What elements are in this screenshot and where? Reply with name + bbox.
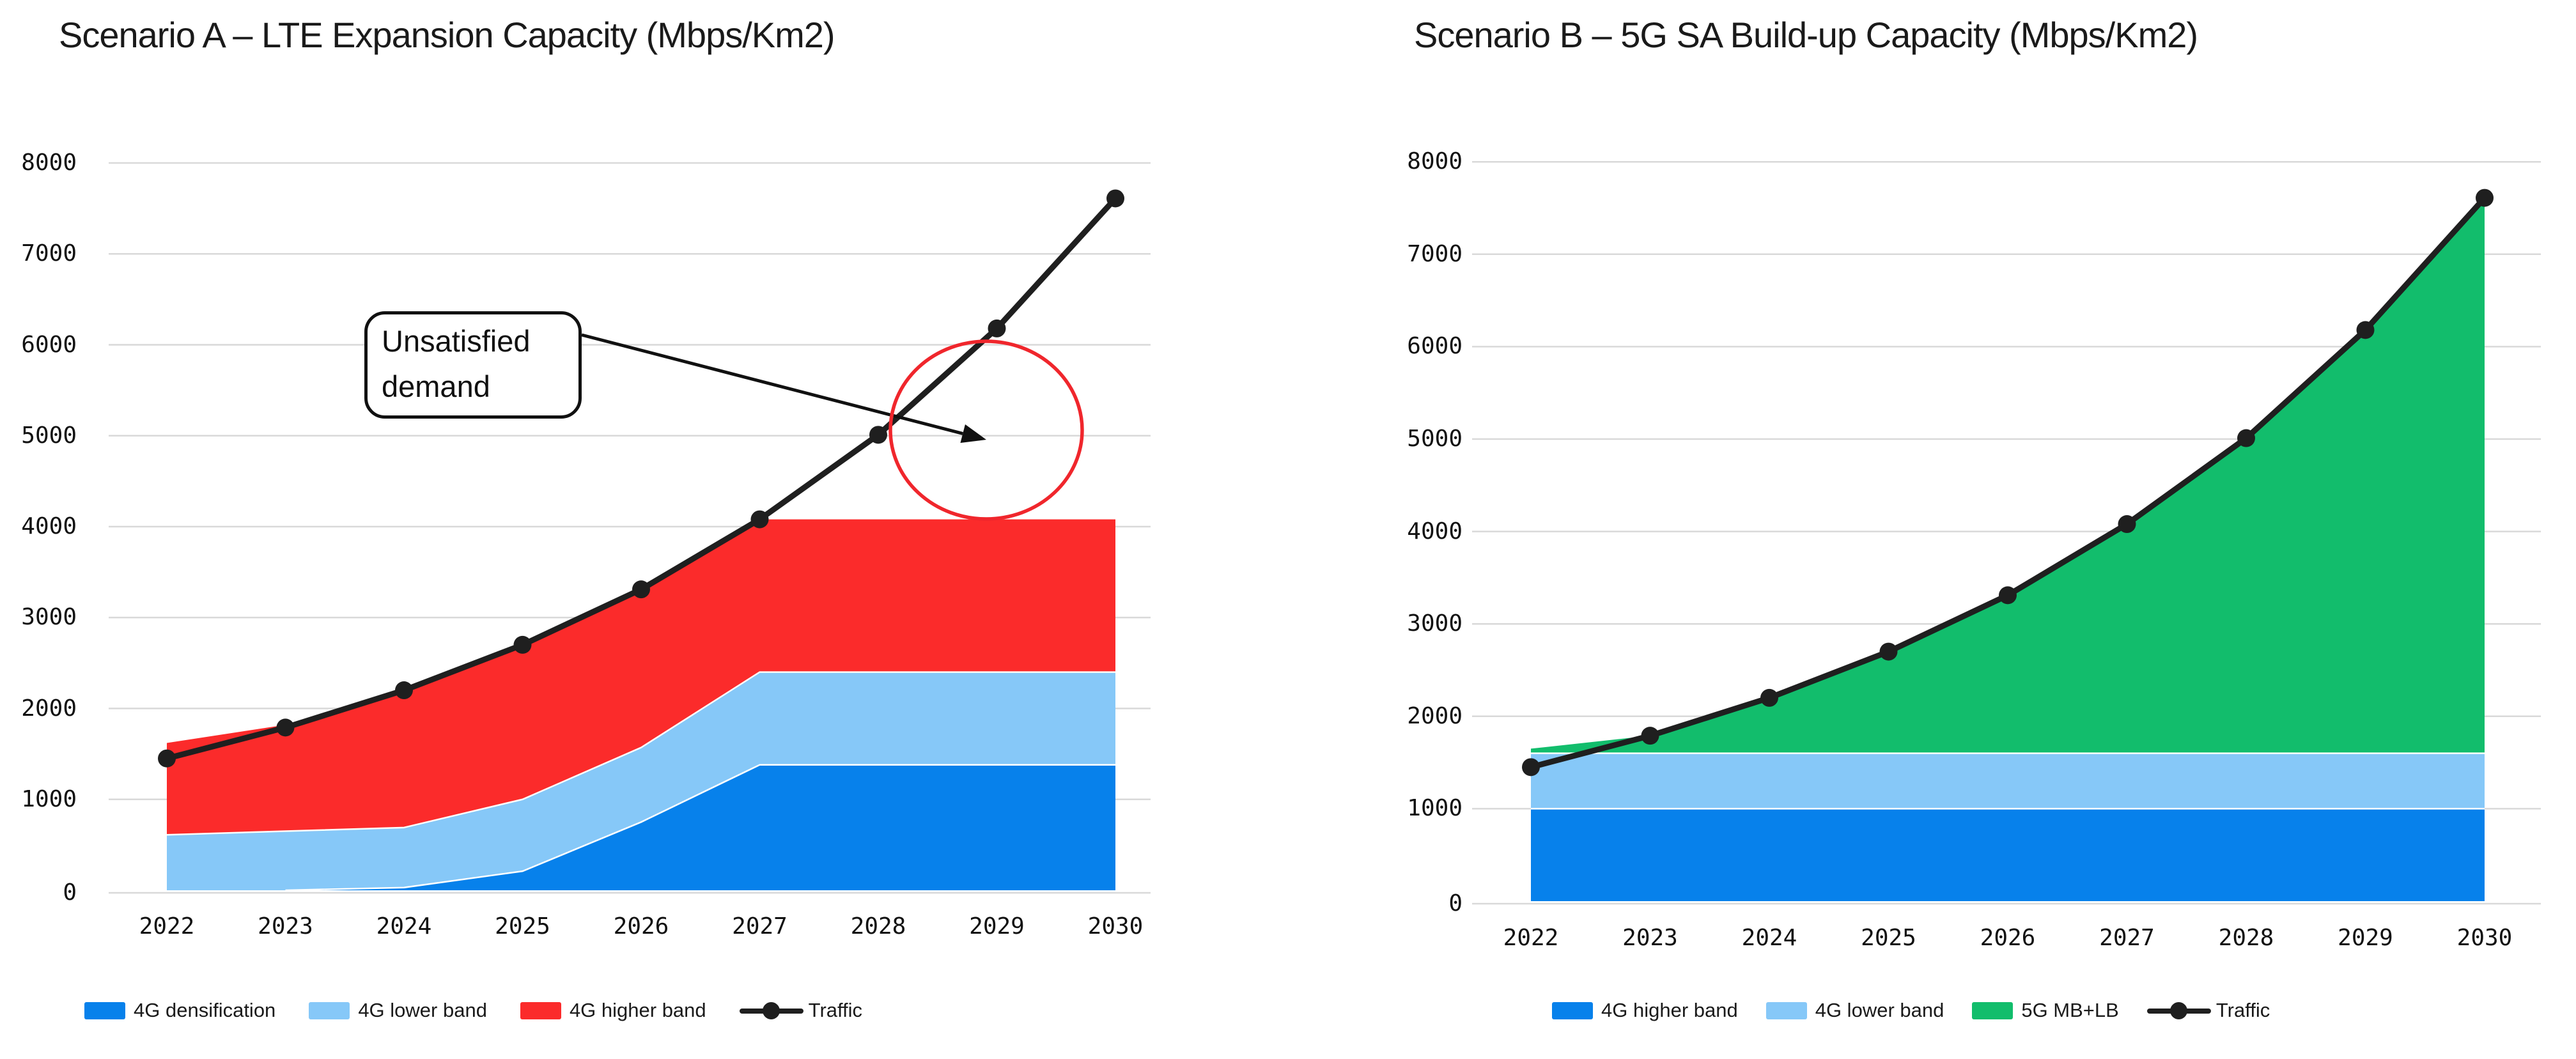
legend-label: 4G lower band (358, 999, 487, 1021)
area-4g-densification (167, 764, 1115, 890)
y-axis-tick-label: 2000 (21, 695, 77, 722)
traffic-point (276, 718, 295, 737)
y-axis-tick-label: 0 (1448, 890, 1463, 916)
traffic-point (1522, 758, 1540, 777)
legend-chip (1972, 1001, 2013, 1019)
traffic-point (632, 580, 650, 599)
y-axis-tick-label: 4000 (1407, 518, 1463, 545)
y-axis-tick-label: 3000 (1407, 610, 1463, 637)
legend-chip (520, 1001, 561, 1019)
traffic-point (158, 749, 176, 768)
x-axis-tick-label: 2024 (376, 913, 432, 939)
annotation-label: Unsatisfied demand (382, 324, 531, 403)
x-axis-tick-label: 2022 (139, 913, 195, 939)
x-axis-tick-label: 2025 (495, 913, 550, 939)
area-5g-mb-lb (1531, 197, 2485, 901)
legend-label: 5G MB+LB (2021, 999, 2119, 1021)
legend-item: 4G densification (84, 999, 275, 1022)
traffic-point (2237, 429, 2255, 447)
legend-label: Traffic (808, 999, 863, 1021)
x-axis-tick-label: 2026 (613, 913, 669, 939)
y-axis-tick-label: 5000 (1407, 426, 1463, 452)
y-axis-tick-label: 6000 (21, 331, 77, 358)
traffic-point (2476, 189, 2494, 207)
legend-label: 4G densification (134, 999, 276, 1021)
traffic-point (1999, 586, 2017, 605)
legend-item: 4G lower band (309, 999, 487, 1022)
traffic-point (1879, 642, 1898, 661)
legend-traffic-marker (739, 1001, 803, 1019)
x-axis-tick-label: 2026 (1980, 925, 2036, 951)
traffic-point (869, 426, 887, 444)
traffic-point (2356, 321, 2375, 339)
legend-traffic-dot (762, 1001, 780, 1019)
x-axis-tick-label: 2024 (1741, 925, 1797, 951)
x-axis-tick-label: 2023 (1622, 925, 1678, 951)
x-axis-tick-label: 2025 (1861, 925, 1916, 951)
legend-label: 4G higher band (569, 999, 706, 1021)
y-axis-tick-label: 8000 (1407, 148, 1463, 175)
traffic-point (1106, 189, 1124, 208)
x-axis-tick-label: 2030 (2456, 925, 2513, 951)
traffic-point (988, 319, 1006, 337)
x-axis-tick-label: 2027 (732, 913, 788, 939)
legend-item: Traffic (739, 999, 863, 1022)
x-axis-tick-label: 2027 (2099, 925, 2155, 951)
y-axis-tick-label: 7000 (1407, 240, 1463, 267)
y-axis-tick-label: 5000 (21, 422, 77, 449)
x-axis-tick-label: 2028 (2218, 925, 2274, 951)
chart-a-legend: 4G densification 4G lower band 4G higher b… (84, 999, 896, 1022)
x-axis-tick-label: 2029 (969, 913, 1025, 939)
y-axis-tick-label: 0 (63, 879, 77, 906)
annotation-circle (888, 339, 1084, 521)
y-axis-tick-label: 1000 (21, 785, 77, 812)
y-axis-tick-label: 3000 (21, 604, 77, 631)
legend-label: 4G lower band (1815, 999, 1944, 1021)
area-boundary (285, 764, 1115, 892)
area-4g-higher-band (1531, 808, 2485, 901)
legend-item: 5G MB+LB (1972, 999, 2119, 1022)
y-axis-tick-label: 2000 (1407, 702, 1463, 729)
traffic-point (750, 510, 769, 529)
chart-b-legend: 4G higher band 4G lower band 5G MB+LB Traff… (1552, 999, 2298, 1022)
legend-item: 4G higher band (520, 999, 706, 1022)
x-axis-tick-label: 2023 (258, 913, 313, 939)
legend-label: 4G higher band (1601, 999, 1738, 1021)
legend-chip (309, 1001, 350, 1019)
area-boundary (166, 671, 1115, 836)
annotation-arrow (581, 333, 963, 435)
y-axis-tick-label: 7000 (21, 240, 77, 267)
legend-traffic-marker (2146, 1001, 2211, 1019)
y-axis-tick-label: 8000 (21, 150, 77, 176)
legend-chip (1765, 1001, 1807, 1019)
chart-a-title: Scenario A – LTE Expansion Capacity (Mbp… (59, 15, 835, 55)
annotation-arrowhead (960, 424, 986, 443)
x-axis-tick-label: 2030 (1087, 913, 1144, 939)
traffic-point (1641, 727, 1659, 745)
legend-item: Traffic (2146, 999, 2270, 1022)
legend-label: Traffic (2215, 999, 2270, 1021)
legend-chip (84, 1001, 125, 1019)
y-axis-tick-label: 1000 (1407, 795, 1463, 822)
x-axis-tick-label: 2029 (2338, 925, 2393, 951)
traffic-point (1760, 688, 1778, 707)
legend-item: 4G lower band (1765, 999, 1944, 1022)
legend-item: 4G higher band (1552, 999, 1738, 1022)
x-axis-tick-label: 2022 (1503, 925, 1559, 951)
traffic-point (2118, 515, 2136, 534)
traffic-point (513, 635, 532, 654)
chart-b-title: Scenario B – 5G SA Build-up Capacity (Mb… (1414, 15, 2198, 55)
y-axis-tick-label: 4000 (21, 513, 77, 539)
x-axis-tick-label: 2028 (850, 913, 906, 939)
legend-chip (1552, 1001, 1593, 1019)
legend-traffic-dot (2169, 1001, 2187, 1019)
y-axis-tick-label: 6000 (1407, 333, 1463, 360)
annotation-callout: Unsatisfied demand (364, 311, 582, 419)
traffic-point (395, 681, 413, 700)
